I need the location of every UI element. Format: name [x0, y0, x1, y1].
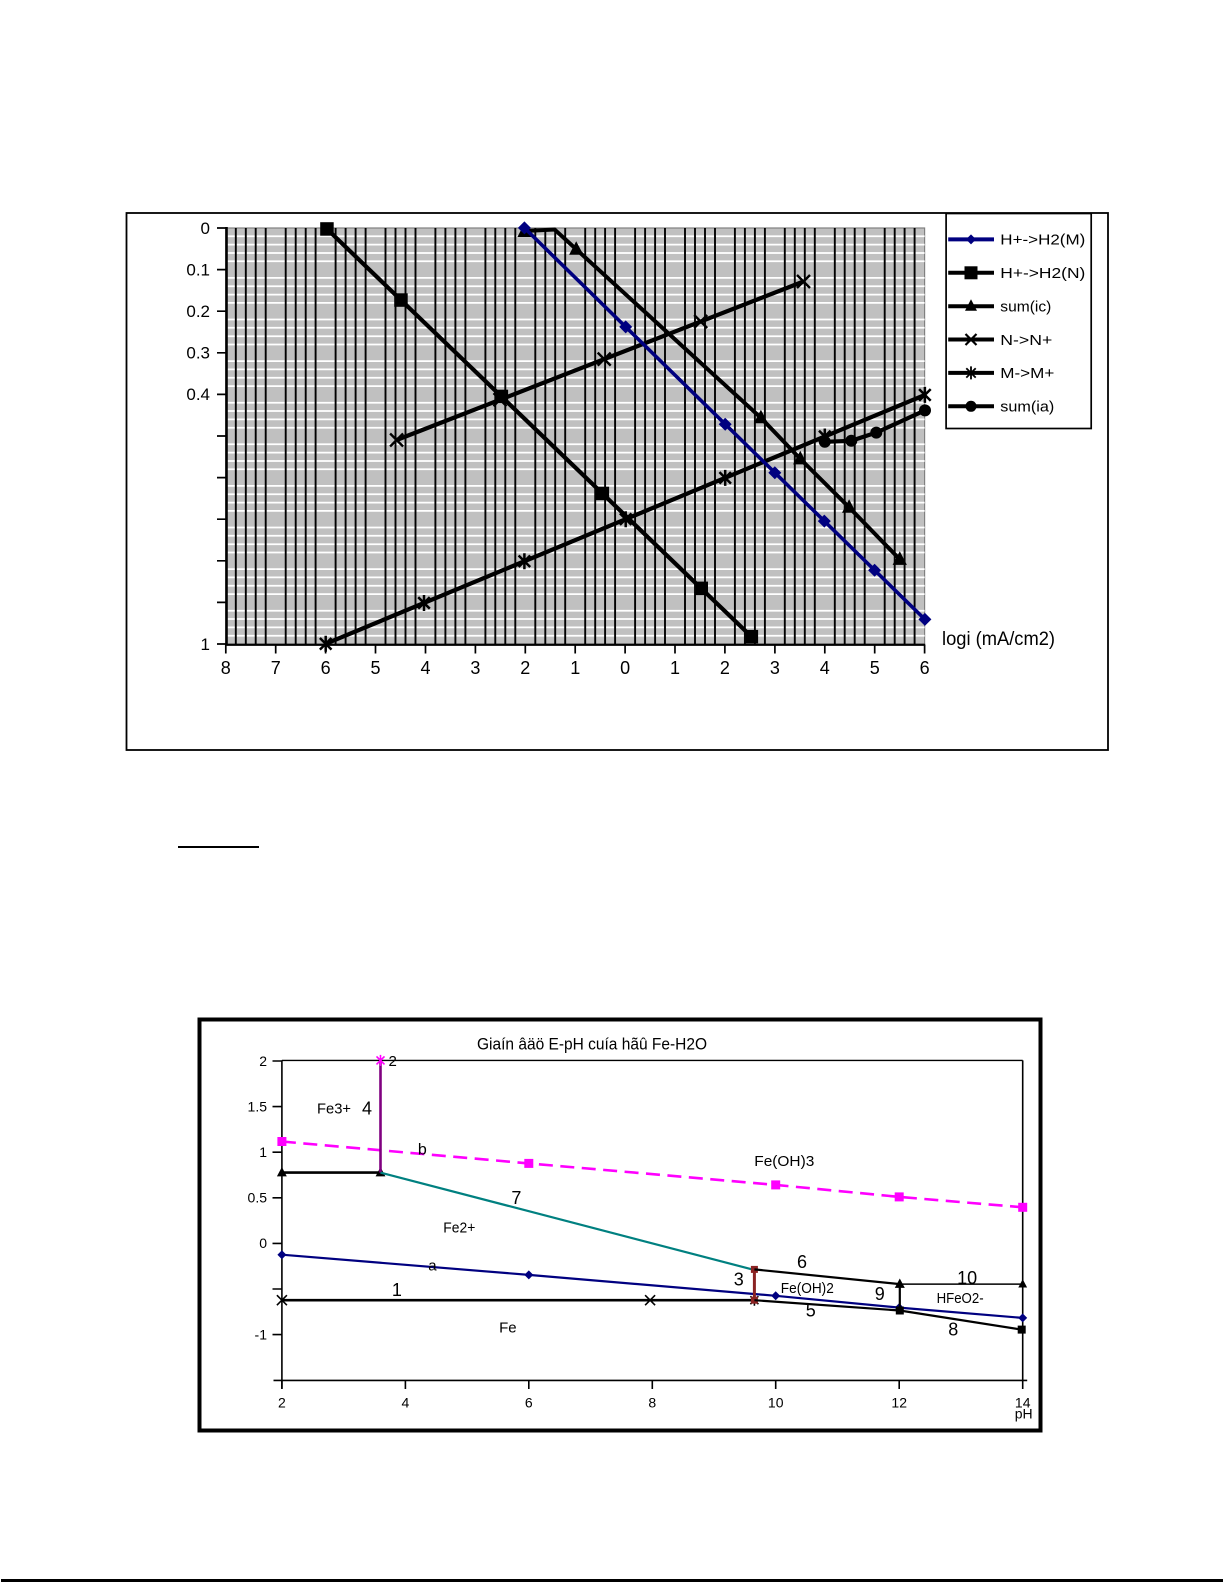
svg-text:6: 6	[920, 658, 930, 678]
svg-text:0.4: 0.4	[186, 385, 210, 404]
svg-text:0.3: 0.3	[186, 344, 210, 363]
svg-text:5: 5	[370, 658, 380, 678]
svg-text:N->N+: N->N+	[1000, 332, 1052, 349]
svg-text:2: 2	[389, 1053, 397, 1070]
svg-text:1: 1	[670, 658, 680, 678]
svg-text:1: 1	[259, 1144, 267, 1160]
svg-text:2: 2	[259, 1053, 267, 1069]
svg-text:Fe(OH)2: Fe(OH)2	[781, 1280, 834, 1297]
svg-text:Fe3+: Fe3+	[317, 1100, 351, 1117]
svg-text:4: 4	[362, 1099, 372, 1119]
svg-text:sum(ia): sum(ia)	[1000, 399, 1054, 416]
svg-text:10: 10	[768, 1395, 784, 1411]
svg-text:M->M+: M->M+	[1000, 365, 1054, 382]
svg-text:sum(ic): sum(ic)	[1000, 299, 1051, 316]
svg-text:0: 0	[201, 219, 210, 238]
svg-text:6: 6	[321, 658, 331, 678]
svg-text:0.1: 0.1	[186, 260, 210, 279]
svg-text:5: 5	[870, 658, 880, 678]
svg-text:1: 1	[201, 635, 210, 654]
svg-text:0: 0	[259, 1235, 267, 1251]
svg-text:6: 6	[797, 1252, 807, 1272]
svg-text:HFeO2-: HFeO2-	[937, 1290, 984, 1307]
svg-text:12: 12	[891, 1395, 907, 1411]
svg-text:8: 8	[221, 658, 231, 678]
svg-text:Giaín âäö E-pH cuía hãû Fe-H2: Giaín âäö E-pH cuía hãû Fe-H2O	[477, 1035, 707, 1054]
svg-text:4: 4	[820, 658, 830, 678]
svg-text:10: 10	[957, 1268, 977, 1288]
svg-text:b: b	[418, 1141, 427, 1158]
svg-text:Fe2+: Fe2+	[443, 1220, 475, 1237]
svg-text:2: 2	[278, 1395, 286, 1411]
svg-text:4: 4	[420, 658, 430, 678]
svg-text:1: 1	[392, 1280, 402, 1300]
svg-text:Fe(OH)3: Fe(OH)3	[754, 1153, 814, 1170]
svg-text:H+->H2(N): H+->H2(N)	[1000, 265, 1085, 282]
svg-text:9: 9	[875, 1284, 885, 1304]
svg-text:3: 3	[734, 1270, 744, 1290]
svg-text:2: 2	[720, 658, 730, 678]
svg-text:6: 6	[525, 1395, 533, 1411]
svg-text:0.5: 0.5	[248, 1190, 268, 1206]
svg-text:a: a	[428, 1257, 437, 1274]
svg-text:1.5: 1.5	[248, 1098, 268, 1114]
svg-text:logi (mA/cm2): logi (mA/cm2)	[942, 629, 1055, 650]
svg-text:Fe: Fe	[499, 1319, 517, 1336]
svg-text:7: 7	[511, 1188, 521, 1208]
svg-text:-1: -1	[255, 1326, 268, 1342]
svg-text:2: 2	[520, 658, 530, 678]
svg-text:0: 0	[620, 658, 630, 678]
svg-text:5: 5	[806, 1300, 816, 1320]
svg-text:4: 4	[402, 1395, 410, 1411]
svg-text:8: 8	[948, 1320, 958, 1340]
svg-text:pH: pH	[1015, 1406, 1033, 1422]
svg-text:14: 14	[1015, 1395, 1031, 1411]
svg-text:3: 3	[470, 658, 480, 678]
svg-text:3: 3	[770, 658, 780, 678]
svg-text:H+->H2(M): H+->H2(M)	[1000, 232, 1085, 249]
svg-text:0.2: 0.2	[186, 302, 210, 321]
svg-text:8: 8	[648, 1395, 656, 1411]
svg-text:1: 1	[570, 658, 580, 678]
svg-text:7: 7	[271, 658, 281, 678]
